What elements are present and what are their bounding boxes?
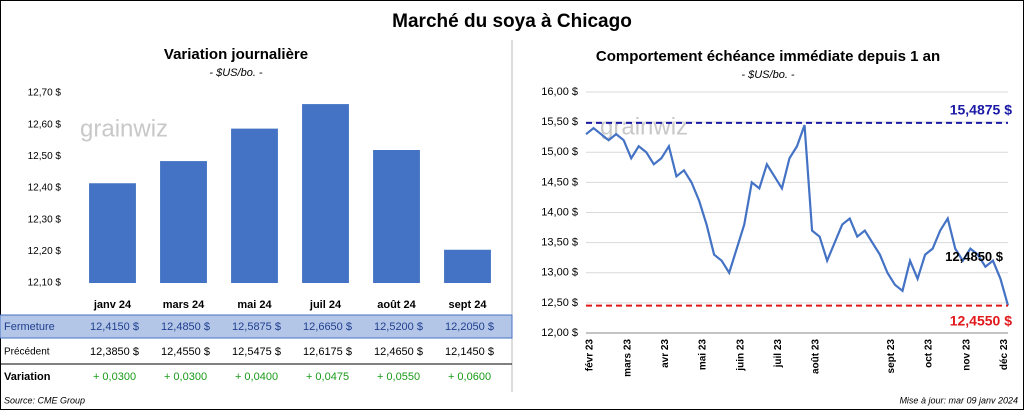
table-cell: 12,5475 $: [232, 346, 281, 358]
line: [585, 124, 1010, 306]
x-tick-label: mars 24: [163, 299, 205, 311]
table-cell: + 0,0400: [235, 371, 278, 383]
table-cell: + 0,0475: [306, 371, 349, 383]
x-tick-label: avr 23: [660, 339, 671, 368]
y-tick-label: 15,50 $: [541, 116, 578, 128]
x-tick-label: mai 24: [237, 299, 272, 311]
page-title: Marché du soya à Chicago: [392, 11, 632, 32]
x-tick-label: nov 23: [961, 339, 972, 371]
table-cell: + 0,0300: [164, 371, 207, 383]
bar: [302, 104, 349, 283]
bar: [444, 249, 491, 283]
table-cell: 12,2050 $: [445, 321, 494, 333]
row-highlight: [0, 314, 513, 339]
y-tick-label: 12,20 $: [28, 246, 62, 257]
y-tick-label: 12,60 $: [28, 119, 62, 130]
bar: [160, 161, 207, 283]
x-tick-label: oct 23: [924, 339, 935, 368]
row-label: Fermeture: [4, 321, 55, 333]
update-note: Mise à jour: mar 09 janv 2024: [899, 395, 1018, 405]
reference-label: 12,4550 $: [950, 312, 1012, 328]
bar: [231, 128, 278, 283]
x-tick-label: juil 24: [309, 299, 342, 311]
row-label: Précédent: [4, 347, 50, 358]
x-tick-label: janv 24: [93, 299, 132, 311]
x-tick-label: sept 23: [886, 339, 897, 374]
x-tick-label: juin 23: [735, 339, 746, 372]
table-cell: + 0,0600: [448, 371, 491, 383]
table-cell: 12,4150 $: [90, 321, 139, 333]
x-tick-label: déc 23: [999, 339, 1010, 371]
table-cell: 12,4550 $: [161, 346, 210, 358]
x-tick-label: juil 23: [773, 339, 784, 369]
y-tick-label: 12,30 $: [28, 214, 62, 225]
y-tick-label: 15,00 $: [541, 146, 578, 158]
y-tick-label: 14,00 $: [541, 206, 578, 218]
table-cell: 12,5875 $: [232, 321, 281, 333]
x-tick-label: août 23: [811, 339, 822, 374]
table-cell: 12,3850 $: [90, 346, 139, 358]
row-label: Variation: [4, 371, 51, 383]
table-cell: 12,6650 $: [303, 321, 352, 333]
y-tick-label: 12,50 $: [28, 151, 62, 162]
watermark: grainwiz: [80, 115, 168, 142]
y-tick-label: 13,50 $: [541, 237, 578, 249]
reference-label: 15,4875 $: [950, 102, 1012, 118]
y-tick-label: 12,10 $: [28, 278, 62, 289]
table-cell: 12,4850 $: [161, 321, 210, 333]
x-tick-label: mars 23: [622, 339, 633, 377]
chart-subtitle: - $US/bo. -: [209, 67, 263, 79]
chart-title: Variation journalière: [164, 46, 308, 63]
x-tick-label: août 24: [377, 299, 416, 311]
source: Source: CME Group: [4, 395, 85, 405]
y-tick-label: 13,00 $: [541, 267, 578, 279]
chart-title: Comportement échéance immédiate depuis 1…: [596, 48, 940, 65]
y-tick-label: 16,00 $: [541, 86, 578, 98]
table-cell: 12,6175 $: [303, 346, 352, 358]
y-tick-label: 14,50 $: [541, 176, 578, 188]
table-cell: 12,5200 $: [374, 321, 423, 333]
table-cell: + 0,0300: [93, 371, 136, 383]
x-tick-label: sept 24: [449, 299, 488, 311]
x-tick-label: mai 23: [698, 339, 709, 371]
table-cell: + 0,0550: [377, 371, 420, 383]
bar: [89, 183, 136, 283]
table-cell: 12,4650 $: [374, 346, 423, 358]
bar: [373, 150, 420, 283]
y-tick-label: 12,50 $: [541, 297, 578, 309]
annotation: 12,4850 $: [945, 249, 1004, 264]
y-tick-label: 12,70 $: [28, 88, 62, 99]
y-tick-label: 12,40 $: [28, 183, 62, 194]
chart-subtitle: - $US/bo. -: [741, 69, 795, 81]
x-tick-label: févr 23: [585, 339, 596, 372]
y-tick-label: 12,00 $: [541, 327, 578, 339]
table-cell: 12,1450 $: [445, 346, 494, 358]
